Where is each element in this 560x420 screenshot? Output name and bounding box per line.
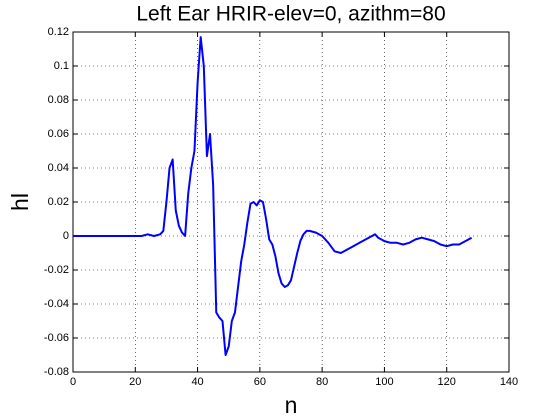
x-tick-label: 80 — [316, 376, 328, 388]
y-tick-label: 0 — [63, 230, 69, 242]
y-tick-label: 0.1 — [54, 60, 69, 72]
x-tick-label: 20 — [129, 376, 141, 388]
x-tick-label: 0 — [70, 376, 76, 388]
y-tick-label: 0.08 — [48, 94, 69, 106]
y-tick-label: 0.04 — [48, 162, 69, 174]
x-tick-label: 40 — [191, 376, 203, 388]
y-tick-label: -0.04 — [44, 298, 69, 310]
y-tick-label: 0.06 — [48, 128, 69, 140]
x-tick-label: 100 — [375, 376, 393, 388]
y-tick-label: 0.12 — [48, 26, 69, 38]
y-tick-label: -0.08 — [44, 366, 69, 378]
y-tick-label: -0.06 — [44, 332, 69, 344]
y-tick-label: -0.02 — [44, 264, 69, 276]
x-tick-label: 140 — [500, 376, 518, 388]
plot-frame — [72, 31, 510, 373]
y-tick-label: 0.02 — [48, 196, 69, 208]
data-line — [73, 36, 473, 356]
chart-title: Left Ear HRIR-elev=0, azithm=80 — [136, 3, 445, 26]
x-tick-label: 60 — [254, 376, 266, 388]
x-tick-label: 120 — [438, 376, 456, 388]
y-axis-label: hl — [7, 193, 33, 211]
x-axis-label: n — [285, 392, 298, 418]
